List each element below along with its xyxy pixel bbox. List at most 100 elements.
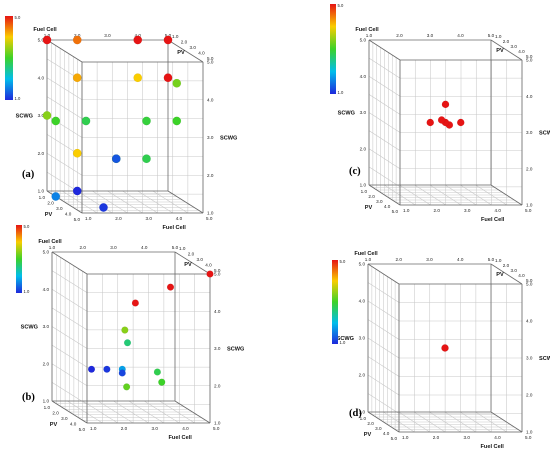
panel-b: 1.0 1.01.01.01.01.02.02.02.02.02.02.03.03… bbox=[16, 224, 244, 441]
axis-label-pv-bottom: PV bbox=[50, 422, 58, 428]
tick-label-scwg-right: 3.0 bbox=[214, 346, 221, 351]
tick-label-fuel-cell-bottom: 3.0 bbox=[152, 426, 159, 431]
data-point bbox=[437, 116, 446, 124]
grid-line bbox=[368, 112, 401, 133]
tick-label-pv-bottom: 5.0 bbox=[74, 217, 81, 222]
tick-label-fuel-cell: 2.0 bbox=[74, 33, 81, 38]
tick-label-fuel-cell: 4.0 bbox=[135, 33, 142, 38]
tick-label-scwg: 5.0 bbox=[43, 250, 50, 255]
tick-label-pv: 3.0 bbox=[511, 44, 518, 49]
tick-label-pv: 5.0 bbox=[526, 54, 533, 59]
cube-edge bbox=[490, 411, 523, 433]
tick-label-fuel-cell-bottom: 1.0 bbox=[402, 435, 409, 440]
tick-label-pv-bottom: 3.0 bbox=[376, 199, 383, 204]
tick-label-fuel-cell-bottom: 3.0 bbox=[464, 208, 471, 213]
data-point bbox=[87, 365, 96, 373]
axis-label-pv-bottom: PV bbox=[365, 205, 373, 211]
tick-label-scwg: 5.0 bbox=[360, 38, 367, 43]
tick-label-scwg-right: 1.0 bbox=[526, 203, 533, 208]
tick-label-scwg-right: 3.0 bbox=[526, 130, 533, 135]
tick-label-scwg-right: 1.0 bbox=[207, 211, 214, 216]
tick-label-scwg: 2.0 bbox=[38, 151, 45, 156]
tick-label-fuel-cell: 1.0 bbox=[366, 33, 373, 38]
tick-label-fuel-cell-bottom: 2.0 bbox=[433, 435, 440, 440]
data-point bbox=[441, 344, 449, 352]
tick-label-pv: 4.0 bbox=[518, 273, 525, 278]
tick-label-fuel-cell-bottom: 1.0 bbox=[85, 216, 92, 221]
data-point bbox=[441, 100, 450, 109]
tick-label-fuel-cell-bottom: 5.0 bbox=[525, 208, 532, 213]
tick-label-scwg: 5.0 bbox=[38, 38, 45, 43]
axis-label-scwg: SCWG bbox=[338, 111, 355, 117]
tick-label-pv-bottom: 2.0 bbox=[367, 421, 374, 426]
grid-line bbox=[367, 319, 400, 340]
grid-line bbox=[367, 337, 400, 359]
tick-label-pv-bottom: 1.0 bbox=[39, 195, 46, 200]
tick-label-fuel-cell: 2.0 bbox=[396, 33, 403, 38]
data-point bbox=[206, 270, 214, 278]
panel-label: (b) bbox=[22, 392, 35, 403]
tick-label-fuel-cell-bottom: 5.0 bbox=[206, 216, 213, 221]
tick-label-fuel-cell: 3.0 bbox=[104, 33, 111, 38]
colorbar-max-label: 5.0 bbox=[24, 224, 30, 229]
tick-label-pv-bottom: 1.0 bbox=[360, 416, 367, 421]
grid-line bbox=[368, 57, 401, 79]
colorbar bbox=[330, 4, 336, 94]
tick-label-fuel-cell-bottom: 5.0 bbox=[213, 426, 220, 431]
tick-label-fuel-cell-bottom: 1.0 bbox=[403, 208, 410, 213]
tick-label-fuel-cell-bottom: 4.0 bbox=[176, 216, 183, 221]
data-point bbox=[123, 339, 132, 347]
data-point bbox=[72, 73, 82, 83]
tick-label-pv: 3.0 bbox=[511, 268, 518, 273]
colorbar-min-label: 1.0 bbox=[338, 90, 344, 95]
tick-label-pv-bottom: 3.0 bbox=[56, 206, 63, 211]
axis-label-pv: PV bbox=[496, 272, 504, 278]
tick-label-scwg-right: 3.0 bbox=[207, 135, 214, 140]
tick-label-scwg-right: 2.0 bbox=[526, 393, 533, 398]
tick-label-pv-bottom: 1.0 bbox=[44, 405, 51, 410]
tick-label-pv: 2.0 bbox=[188, 252, 195, 257]
tick-label-pv: 1.0 bbox=[495, 34, 502, 39]
tick-label-pv: 1.0 bbox=[495, 258, 502, 263]
tick-label-fuel-cell-bottom: 4.0 bbox=[182, 426, 189, 431]
tick-label-pv-bottom: 4.0 bbox=[65, 212, 72, 217]
colorbar-max-label: 5.0 bbox=[15, 15, 21, 20]
data-point bbox=[103, 365, 111, 373]
tick-label-fuel-cell: 2.0 bbox=[80, 245, 87, 250]
grid-line bbox=[475, 184, 507, 206]
tick-label-scwg: 2.0 bbox=[360, 146, 367, 151]
colorbar-min-label: 1.0 bbox=[24, 289, 30, 294]
grid-line bbox=[475, 411, 507, 433]
tick-label-scwg: 3.0 bbox=[38, 113, 45, 118]
axis-label-pv: PV bbox=[496, 48, 504, 54]
panel-a: 1.0 1.01.01.01.01.02.02.02.02.02.02.03.03… bbox=[5, 15, 237, 231]
cube-edge bbox=[367, 411, 400, 433]
data-point bbox=[99, 203, 108, 212]
tick-label-scwg: 2.0 bbox=[43, 361, 50, 366]
colorbar-min-label: 1.0 bbox=[15, 96, 21, 101]
panel-d: 1.0 1.01.01.01.01.02.02.02.02.02.02.03.03… bbox=[332, 251, 550, 450]
tick-label-pv-bottom: 4.0 bbox=[70, 422, 77, 427]
data-point bbox=[51, 192, 61, 201]
panel-c: 1.0 1.01.01.01.01.02.02.02.02.02.02.03.03… bbox=[330, 3, 550, 223]
tick-label-fuel-cell: 1.0 bbox=[44, 33, 51, 38]
tick-label-scwg-right: 5.0 bbox=[214, 272, 221, 277]
data-point bbox=[142, 154, 151, 164]
data-point bbox=[456, 118, 465, 127]
data-point bbox=[153, 368, 161, 376]
tick-label-scwg-right: 3.0 bbox=[526, 356, 533, 361]
grid-line bbox=[445, 184, 477, 206]
data-point bbox=[72, 186, 82, 196]
data-point bbox=[172, 78, 182, 88]
grid-line bbox=[367, 282, 400, 303]
tick-label-scwg: 3.0 bbox=[360, 110, 367, 115]
grid-line bbox=[159, 400, 195, 424]
data-point bbox=[142, 116, 151, 126]
tick-label-pv: 2.0 bbox=[503, 39, 510, 44]
data-point bbox=[158, 378, 166, 386]
tick-label-pv-bottom: 1.0 bbox=[361, 189, 368, 194]
axis-label-scwg: SCWG bbox=[16, 114, 33, 120]
axis-label-pv: PV bbox=[177, 50, 185, 56]
data-point bbox=[166, 283, 175, 291]
